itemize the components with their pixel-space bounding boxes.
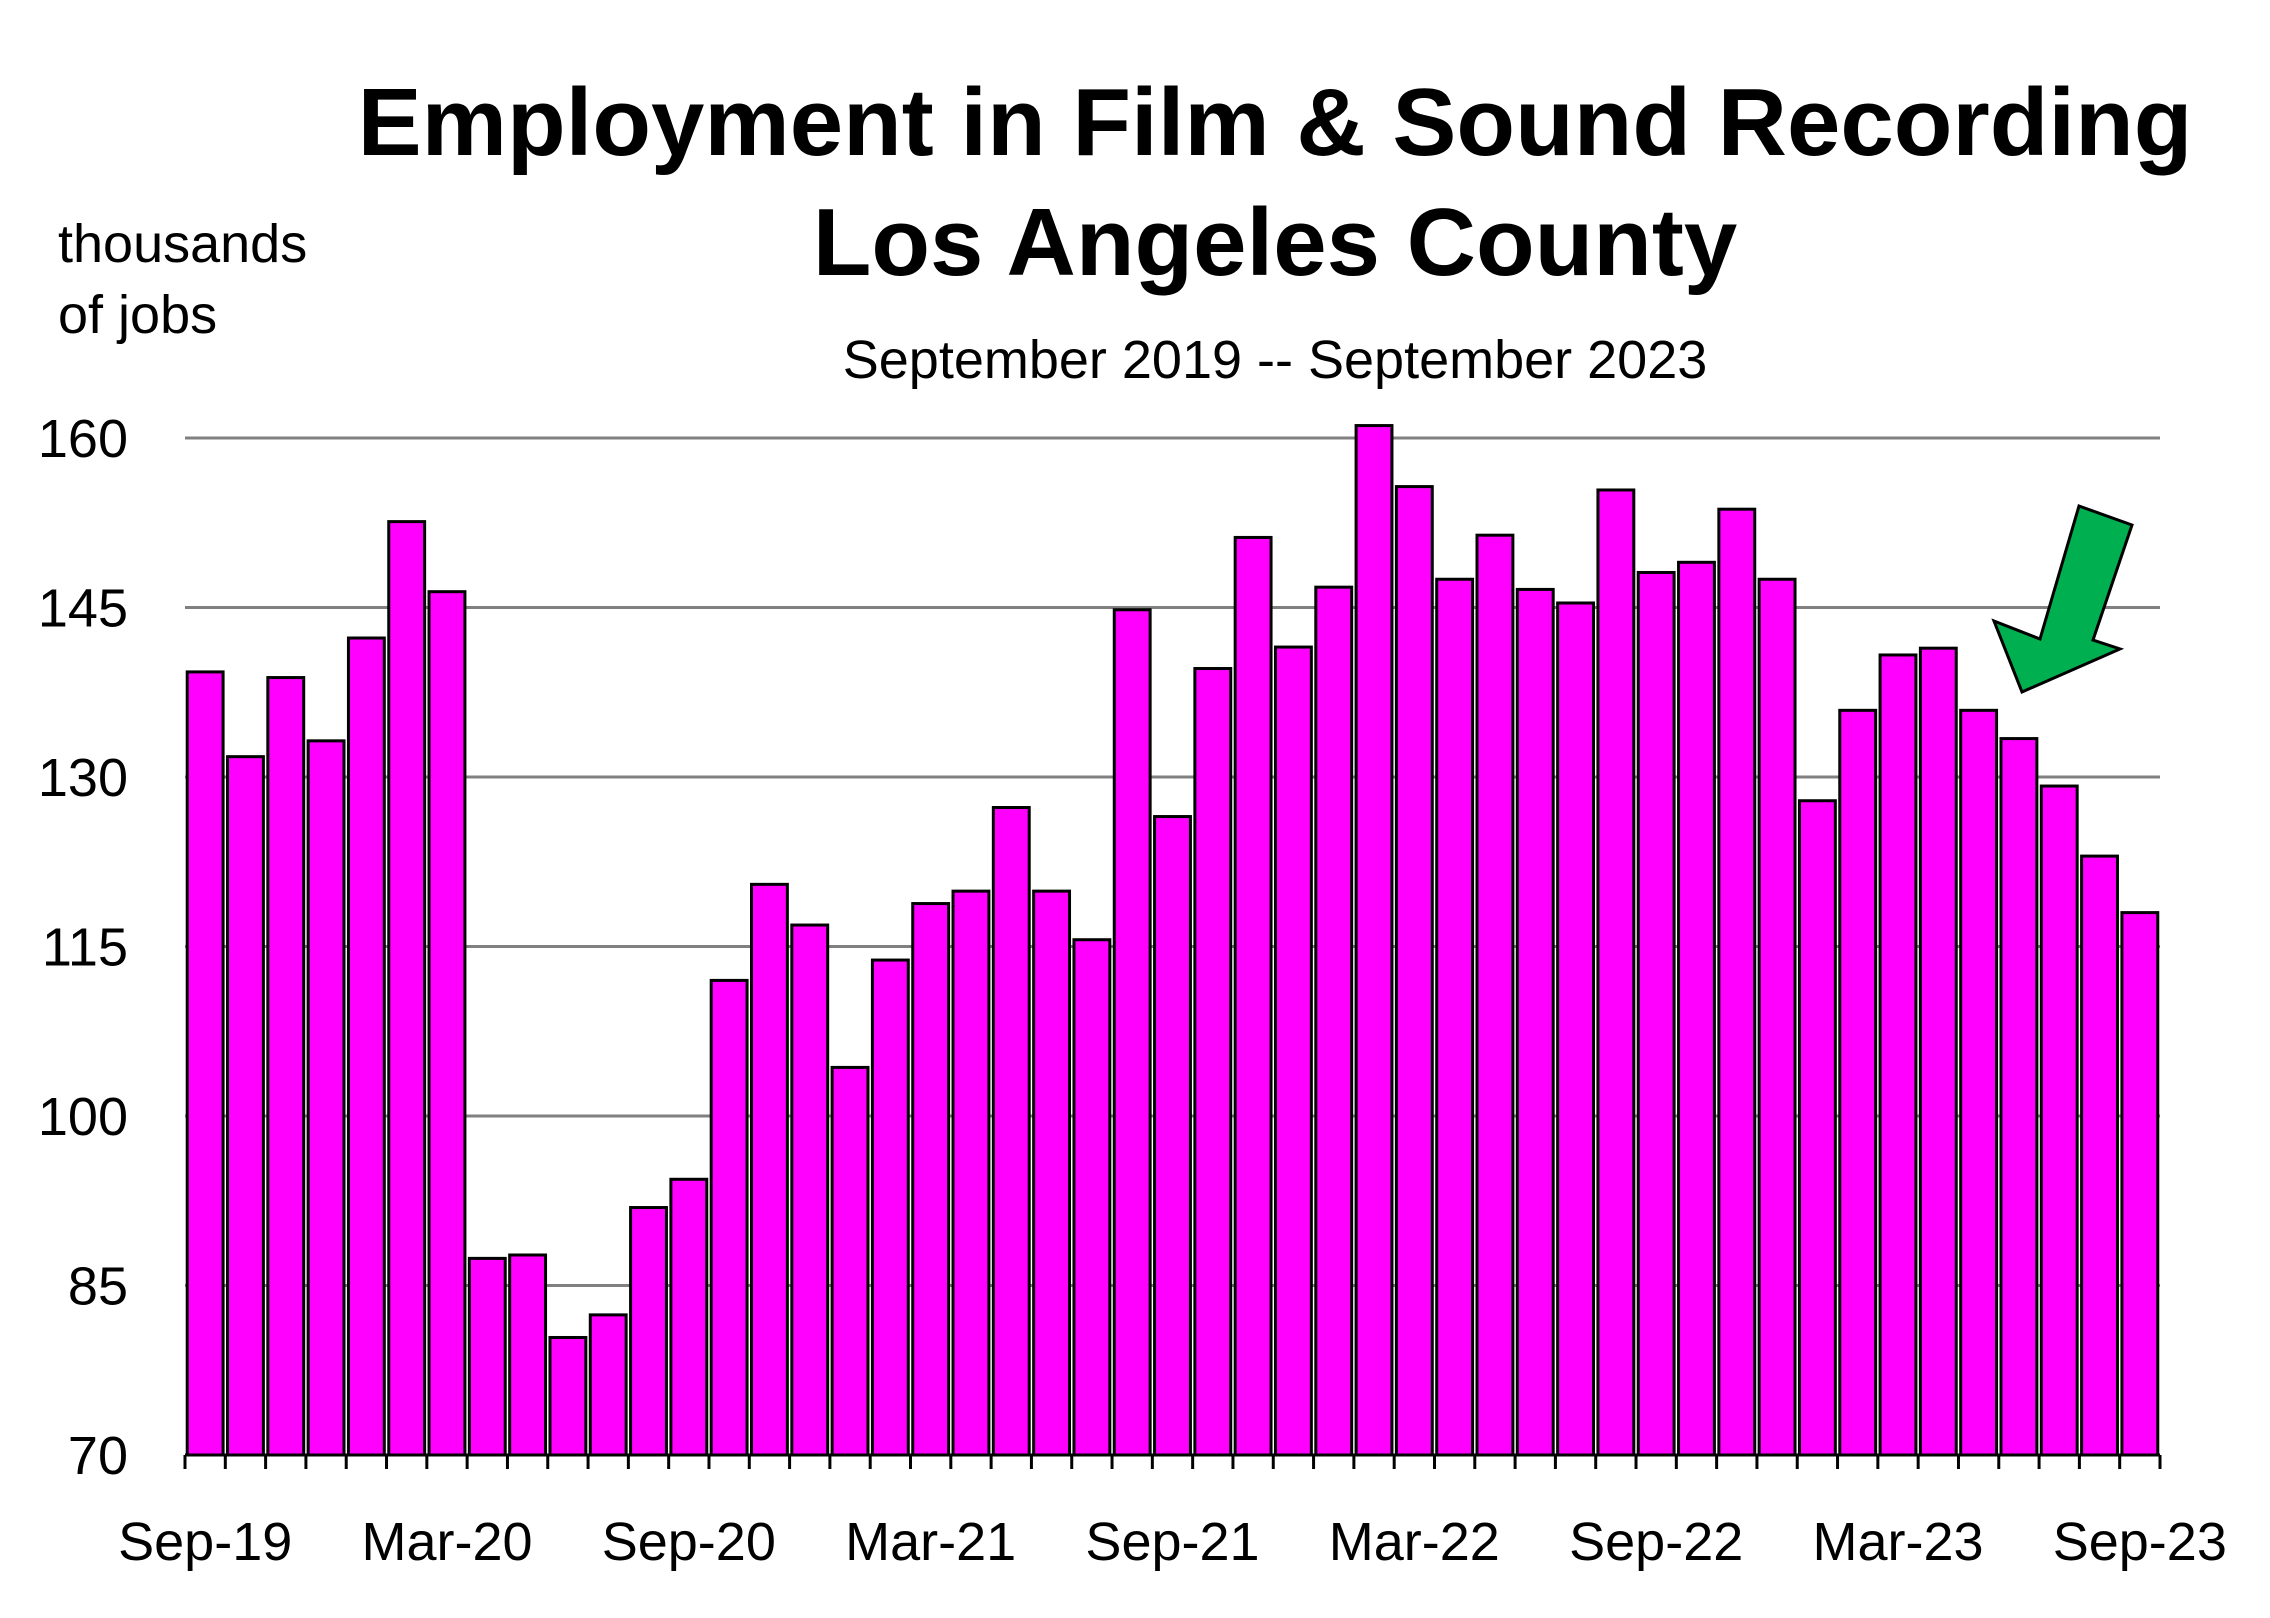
bar-Feb-22 bbox=[1354, 424, 1394, 1457]
bar-Sep-22 bbox=[1636, 570, 1676, 1457]
bar-Mar-22 bbox=[1394, 485, 1434, 1457]
x-tick-label: Sep-23 bbox=[2053, 1512, 2227, 1572]
axes bbox=[183, 1453, 2162, 1469]
down-arrow-icon bbox=[1991, 504, 2134, 694]
bar-Jun-23 bbox=[1999, 737, 2039, 1457]
bar-Nov-21 bbox=[1233, 535, 1273, 1457]
y-axis-label-line2: of jobs bbox=[58, 285, 217, 345]
bar-Oct-19 bbox=[226, 755, 265, 1457]
bar-Sep-23 bbox=[2120, 911, 2160, 1457]
bar-Nov-22 bbox=[1717, 507, 1757, 1457]
bar-Dec-22 bbox=[1757, 577, 1797, 1457]
x-tick-label: Mar-22 bbox=[1329, 1512, 1500, 1572]
y-tick-label: 85 bbox=[68, 1257, 128, 1317]
bar-Apr-23 bbox=[1918, 646, 1958, 1457]
bar-Sep-19 bbox=[185, 670, 225, 1457]
chart-title-line1: Employment in Film & Sound Recording bbox=[358, 69, 2193, 176]
y-tick-label: 115 bbox=[42, 918, 128, 978]
x-tick-label: Sep-20 bbox=[602, 1512, 776, 1572]
bar-Jan-22 bbox=[1314, 585, 1354, 1457]
bar-Oct-21 bbox=[1193, 667, 1233, 1457]
x-tick-label: Mar-21 bbox=[845, 1512, 1016, 1572]
bar-Oct-22 bbox=[1677, 560, 1716, 1457]
bar-Mar-21 bbox=[911, 902, 951, 1457]
bar-Aug-20 bbox=[629, 1206, 668, 1457]
bar-Mar-20 bbox=[427, 590, 467, 1457]
bar-May-20 bbox=[508, 1253, 548, 1457]
y-tick-labels: 70 85 100 115 130 145 160 bbox=[38, 409, 128, 1486]
bar-Oct-20 bbox=[709, 978, 749, 1457]
y-tick-label: 130 bbox=[38, 748, 128, 808]
x-tick-label: Mar-23 bbox=[1812, 1512, 1983, 1572]
bars bbox=[185, 424, 2160, 1457]
bar-Aug-22 bbox=[1596, 488, 1636, 1457]
bar-Sep-21 bbox=[1153, 815, 1192, 1457]
bar-May-23 bbox=[1959, 708, 1999, 1457]
bar-May-21 bbox=[991, 806, 1031, 1457]
bar-Nov-20 bbox=[750, 882, 789, 1457]
bar-Jul-21 bbox=[1072, 938, 1112, 1457]
chart-title-line2: Los Angeles County bbox=[813, 189, 1738, 296]
bar-Apr-22 bbox=[1435, 577, 1475, 1457]
y-tick-label: 100 bbox=[38, 1087, 128, 1147]
bar-Dec-20 bbox=[790, 923, 830, 1457]
bar-Jun-20 bbox=[548, 1335, 588, 1457]
x-tick-label: Mar-20 bbox=[361, 1512, 532, 1572]
bar-Feb-21 bbox=[870, 958, 910, 1457]
bar-Sep-20 bbox=[669, 1177, 709, 1457]
y-axis-label-line1: thousands bbox=[58, 214, 307, 274]
y-tick-label: 160 bbox=[38, 409, 128, 469]
bar-Dec-19 bbox=[306, 739, 346, 1457]
bar-Jun-22 bbox=[1515, 587, 1555, 1457]
bar-Jan-21 bbox=[830, 1065, 870, 1457]
x-tick-label: Sep-21 bbox=[1085, 1512, 1259, 1572]
chart-subtitle: September 2019 -- September 2023 bbox=[843, 330, 1708, 390]
bar-Feb-20 bbox=[387, 520, 427, 1457]
bar-Aug-21 bbox=[1112, 608, 1152, 1457]
bar-Jan-20 bbox=[346, 636, 386, 1457]
y-tick-label: 145 bbox=[38, 579, 128, 639]
bar-Jul-20 bbox=[588, 1313, 628, 1457]
bar-Nov-19 bbox=[266, 676, 306, 1457]
bar-Jul-23 bbox=[2039, 784, 2079, 1457]
bar-Apr-21 bbox=[951, 889, 991, 1457]
bar-Jan-23 bbox=[1797, 799, 1837, 1457]
bar-Aug-23 bbox=[2080, 854, 2119, 1457]
bar-Mar-23 bbox=[1878, 653, 1918, 1457]
x-tick-label: Sep-22 bbox=[1569, 1512, 1743, 1572]
bar-Feb-23 bbox=[1838, 708, 1878, 1457]
bar-May-22 bbox=[1475, 533, 1515, 1457]
bar-Apr-20 bbox=[467, 1256, 507, 1457]
bar-Jul-22 bbox=[1556, 601, 1596, 1457]
bar-Jun-21 bbox=[1032, 889, 1072, 1457]
y-tick-label: 70 bbox=[68, 1426, 128, 1486]
bar-Dec-21 bbox=[1273, 645, 1313, 1457]
x-tick-labels: Sep-19 Mar-20 Sep-20 Mar-21 Sep-21 Mar-22 Sep-… bbox=[118, 1512, 2227, 1572]
x-tick-label: Sep-19 bbox=[118, 1512, 292, 1572]
